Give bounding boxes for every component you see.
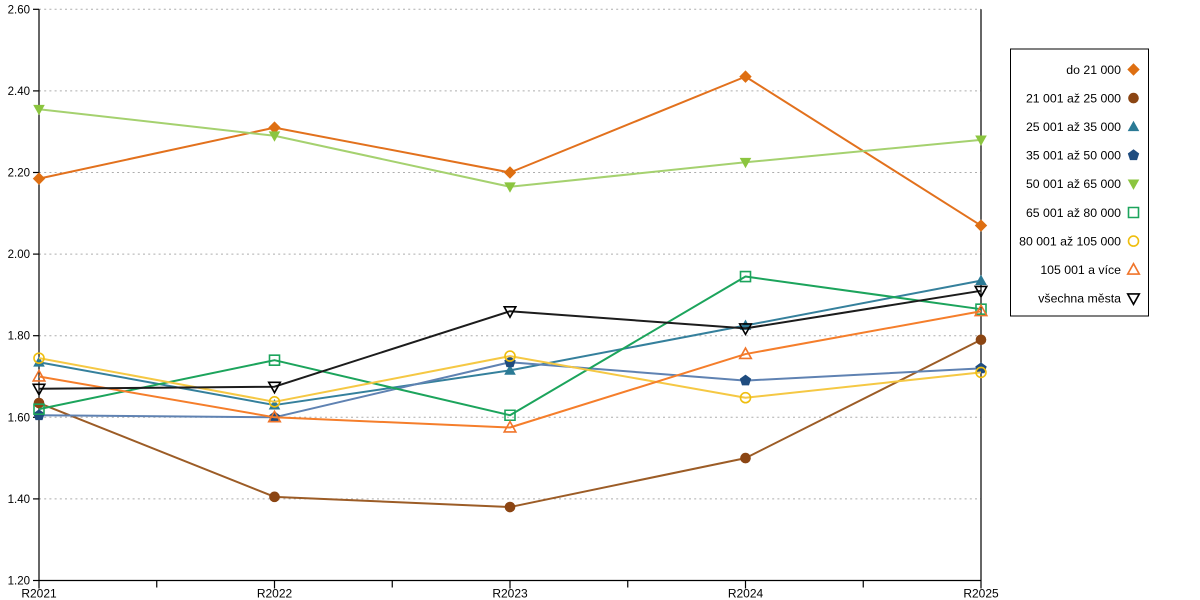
legend-item: 21 001 až 25 000 — [1026, 91, 1139, 105]
legend-item: 80 001 až 105 000 — [1019, 234, 1140, 248]
legend-box — [1010, 48, 1149, 317]
series-6-marker — [268, 354, 281, 366]
series-5-marker — [504, 182, 516, 193]
series-7-marker — [268, 395, 281, 408]
legend-label: 65 001 až 80 000 — [1026, 206, 1121, 220]
legend-marker-icon — [1128, 92, 1139, 104]
series-5-marker — [975, 135, 987, 146]
legend-marker-icon — [1127, 120, 1140, 132]
series-1-marker — [32, 172, 46, 185]
legend-label: 50 001 až 65 000 — [1026, 177, 1121, 191]
series-8 — [31, 303, 989, 433]
series-3-marker — [33, 356, 45, 367]
legend-marker-icon — [1127, 235, 1140, 247]
series-8-marker — [738, 346, 753, 360]
series-7-marker — [975, 366, 987, 379]
y-tick-label: 1.20 — [8, 576, 30, 588]
series-1-marker — [503, 166, 517, 179]
series-9-line — [38, 289, 982, 390]
legend-label: 21 001 až 25 000 — [1026, 91, 1121, 105]
series-8-marker — [267, 409, 282, 423]
y-tick-label: 2.00 — [8, 249, 30, 261]
legend-item: 25 001 až 35 000 — [1026, 120, 1140, 134]
axes — [33, 8, 982, 589]
series-4-marker — [739, 374, 752, 386]
legend-marker-icon — [1127, 179, 1140, 190]
series-9-marker — [267, 381, 282, 395]
series-8-marker — [973, 303, 989, 317]
x-tick-label: R2022 — [257, 587, 293, 600]
x-tick-label: R2023 — [492, 587, 528, 600]
legend-label: 35 001 až 50 000 — [1026, 149, 1121, 163]
series-9-marker — [502, 306, 518, 319]
legend-item: 65 001 až 80 000 — [1026, 206, 1140, 220]
y-tick-label: 2.20 — [8, 168, 30, 180]
series-1-marker — [268, 121, 281, 134]
series-6-marker — [504, 409, 516, 422]
series-6-marker — [33, 403, 45, 415]
legend-label: 25 001 až 35 000 — [1026, 120, 1121, 134]
legend-marker-icon — [1127, 206, 1140, 219]
legend-marker-icon — [1127, 63, 1140, 76]
legend-marker-icon — [1126, 262, 1141, 275]
series-9-marker — [973, 285, 989, 299]
legend-item: všechna města — [1038, 292, 1141, 306]
series-7-marker — [504, 350, 516, 362]
series-6-line — [38, 275, 982, 417]
series-8-line — [38, 310, 982, 429]
series-2 — [33, 334, 987, 513]
series-9-marker — [738, 323, 753, 336]
x-tick-label: R2025 — [963, 587, 999, 600]
y-tick-label: 2.60 — [8, 4, 30, 16]
y-tick-label: 1.60 — [8, 412, 30, 424]
x-tick-label: R2021 — [21, 587, 57, 600]
legend-item: 35 001 až 50 000 — [1026, 149, 1140, 163]
series-5 — [33, 104, 987, 193]
y-tick-label: 2.40 — [8, 86, 30, 98]
series-6-marker — [739, 270, 752, 283]
legend-label: 105 001 a více — [1040, 263, 1121, 277]
series-8-marker — [31, 368, 47, 382]
legend-label: všechna města — [1038, 292, 1121, 306]
series-3-marker — [268, 399, 281, 410]
series-7-marker — [739, 391, 752, 404]
legend-item: 50 001 až 65 000 — [1026, 177, 1140, 191]
series-1-marker — [974, 219, 988, 232]
series-4 — [33, 356, 987, 423]
series-5-marker — [33, 104, 45, 116]
series-5-marker — [739, 157, 752, 169]
series-3-marker — [975, 274, 987, 286]
series-7-marker — [33, 352, 45, 364]
series-2-marker — [33, 397, 45, 409]
series-9 — [31, 285, 989, 397]
series-9-marker — [31, 383, 47, 397]
legend-label: 80 001 až 105 000 — [1019, 234, 1121, 248]
legend-label: do 21 000 — [1066, 63, 1121, 77]
series-3-marker — [504, 364, 516, 375]
legend-item: 105 001 a více — [1040, 262, 1141, 277]
series-8-marker — [502, 419, 518, 433]
legend-marker-icon — [1127, 149, 1140, 161]
series-1 — [32, 70, 988, 232]
series-5-marker — [268, 131, 281, 142]
series-2-marker — [975, 334, 987, 346]
series-2-marker — [740, 452, 751, 464]
series-2-marker — [504, 501, 516, 513]
series-1-marker — [739, 70, 752, 83]
y-tick-label: 1.40 — [8, 494, 30, 506]
legend: do 21 000 21 001 až 25 000 25 001 až 35 00… — [1010, 48, 1149, 317]
series-2-marker — [269, 491, 280, 503]
legend-item: do 21 000 — [1066, 63, 1140, 77]
x-tick-label: R2024 — [728, 587, 764, 600]
y-tick-label: 1.80 — [8, 331, 30, 343]
legend-marker-icon — [1126, 293, 1141, 306]
